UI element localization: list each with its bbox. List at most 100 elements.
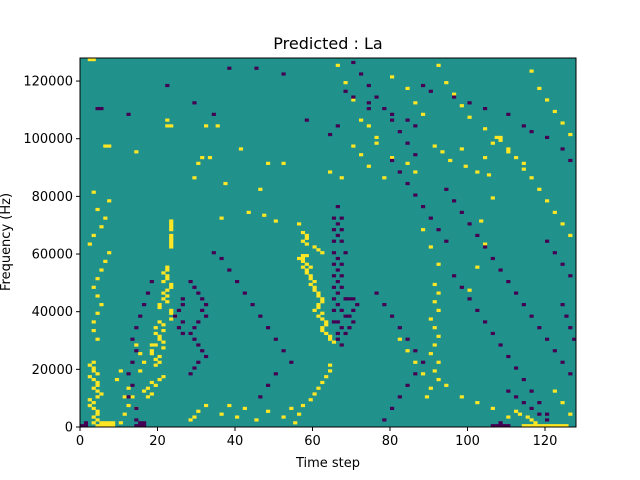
heatmap-cell-high: [87, 375, 92, 379]
heatmap-cell-low: [568, 274, 573, 278]
heatmap-cell-low: [211, 112, 216, 116]
x-tick-label: 40: [227, 434, 244, 449]
heatmap-cell-low: [331, 320, 337, 324]
heatmap-cell-high: [103, 424, 108, 428]
heatmap-cell-low: [165, 83, 170, 88]
heatmap-cell-low: [514, 366, 519, 370]
heatmap-cell-high: [304, 254, 309, 258]
heatmap-cell-low: [192, 366, 197, 370]
heatmap-cell-low: [467, 101, 472, 105]
heatmap-cell-high: [390, 156, 395, 160]
heatmap-cell-high: [320, 326, 325, 330]
heatmap-cell-low: [514, 291, 519, 295]
heatmap-cell-high: [192, 415, 197, 419]
heatmap-cell-low: [343, 331, 348, 336]
heatmap-cell-high: [169, 308, 174, 312]
heatmap-cell-low: [176, 308, 182, 312]
y-tick-label: 60000: [32, 248, 73, 263]
heatmap-cell-low: [467, 222, 472, 226]
heatmap-cell-low: [490, 424, 495, 428]
heatmap-cell-low: [335, 233, 340, 238]
heatmap-cell-low: [564, 314, 569, 318]
heatmap-cell-low: [390, 158, 395, 163]
heatmap-cell-low: [529, 130, 534, 134]
x-tick-label: 80: [382, 434, 399, 449]
heatmap-cell-high: [300, 239, 306, 243]
heatmap-cell-low: [545, 337, 550, 341]
heatmap-cell-high: [514, 156, 519, 160]
heatmap-cell-high: [130, 395, 135, 399]
heatmap-cell-high: [95, 389, 100, 393]
heatmap-cell-low: [339, 239, 344, 243]
heatmap-cell-low: [413, 372, 418, 376]
heatmap-cell-low: [521, 124, 526, 128]
heatmap-cell-low: [382, 303, 387, 307]
heatmap-cell-high: [308, 277, 313, 281]
heatmap-cell-high: [328, 363, 333, 367]
heatmap-cell-high: [153, 326, 158, 330]
heatmap-cell-low: [138, 421, 143, 425]
heatmap-cell-high: [382, 176, 387, 180]
heatmap-cell-high: [424, 395, 430, 399]
heatmap-cell-low: [382, 418, 387, 422]
heatmap-cell-high: [161, 297, 166, 301]
heatmap-cell-low: [126, 395, 131, 399]
heatmap-cell-high: [467, 115, 472, 119]
heatmap-cell-high: [560, 401, 565, 405]
heatmap-cell-high: [475, 401, 480, 405]
heatmap-cell-low: [506, 389, 511, 393]
heatmap-cell-high: [320, 317, 325, 321]
heatmap-cell-high: [421, 228, 426, 232]
heatmap-cell-high: [161, 375, 166, 379]
heatmap-cell-high: [169, 228, 174, 232]
heatmap-cell-low: [273, 337, 278, 341]
heatmap-cell-high: [545, 199, 550, 203]
heatmap-cell-low: [545, 418, 550, 422]
heatmap-cell-high: [281, 415, 286, 419]
heatmap-cell-low: [397, 326, 402, 330]
heatmap-cell-high: [165, 288, 170, 292]
heatmap-cell-low: [339, 308, 344, 312]
heatmap-cell-low: [138, 314, 143, 318]
heatmap-cell-high: [169, 124, 174, 128]
heatmap-cell-high: [331, 340, 337, 344]
heatmap-cell-high: [157, 354, 162, 359]
heatmap-cell-high: [200, 156, 205, 160]
heatmap-cell-high: [219, 216, 224, 220]
heatmap-cell-low: [552, 251, 557, 255]
x-axis-label: Time step: [295, 456, 360, 471]
heatmap-cell-high: [316, 291, 321, 295]
heatmap-cell-high: [99, 225, 104, 229]
heatmap-cell-high: [316, 305, 321, 310]
heatmap-cell-low: [351, 60, 356, 65]
heatmap-cell-low: [266, 383, 271, 387]
heatmap-cell-high: [312, 392, 317, 396]
heatmap-cell-high: [339, 176, 344, 180]
heatmap-cell-low: [498, 343, 503, 347]
heatmap-cell-low: [180, 297, 185, 301]
heatmap-cell-high: [95, 294, 100, 298]
heatmap-cell-high: [99, 421, 104, 425]
heatmap-cell-low: [421, 83, 426, 88]
heatmap-cell-low: [347, 314, 352, 318]
heatmap-cell-low: [514, 395, 519, 399]
heatmap-cell-high: [405, 349, 410, 353]
heatmap-cell-low: [572, 337, 577, 341]
heatmap-cell-low: [335, 337, 340, 341]
heatmap-cell-high: [273, 219, 278, 223]
heatmap-cell-high: [169, 317, 174, 321]
x-tick-label: 60: [304, 434, 321, 449]
heatmap-cell-low: [142, 421, 147, 425]
heatmap-cell-high: [525, 424, 530, 428]
heatmap-cell-high: [316, 248, 321, 252]
heatmap-cell-high: [99, 392, 104, 396]
heatmap-cell-high: [525, 415, 530, 419]
heatmap-cell-low: [304, 118, 309, 122]
heatmap-cell-high: [300, 403, 306, 408]
heatmap-cell-high: [99, 268, 104, 272]
heatmap-cell-high: [533, 424, 538, 428]
heatmap-cell-low: [537, 326, 542, 330]
heatmap-cell-high: [533, 421, 538, 425]
heatmap-cell-high: [126, 403, 131, 408]
